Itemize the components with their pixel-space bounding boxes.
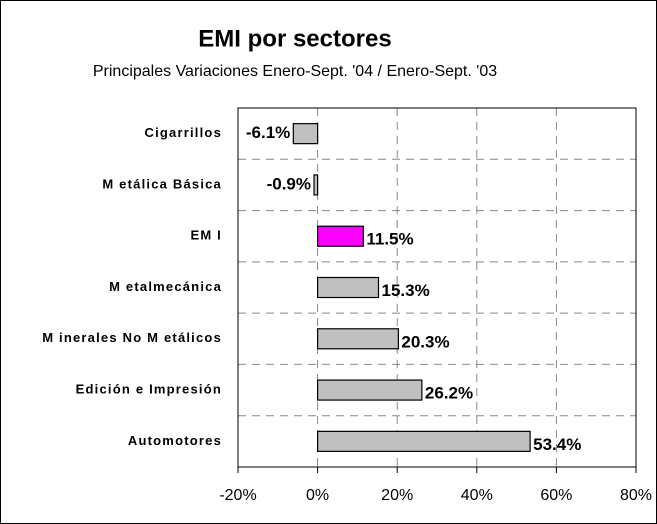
plot-area xyxy=(238,108,636,467)
x-tick-label: 20% xyxy=(381,487,413,504)
x-tick-label: -20% xyxy=(219,487,256,504)
bar xyxy=(317,430,531,452)
value-label: -6.1% xyxy=(246,123,290,142)
y-tick-label: Automotores xyxy=(128,433,222,448)
y-tick-label: M etálica Básica xyxy=(102,176,222,191)
y-tick-label: M etalmecánica xyxy=(109,279,222,294)
value-label: -0.9% xyxy=(267,174,311,193)
y-tick-label: M inerales No M etálicos xyxy=(42,330,222,345)
bar xyxy=(317,225,364,247)
value-label: 26.2% xyxy=(425,384,473,403)
value-label: 20.3% xyxy=(401,332,449,351)
plot-border xyxy=(237,107,637,468)
bar xyxy=(317,379,423,401)
bar xyxy=(292,123,319,145)
y-tick-label: Edición e Impresión xyxy=(76,382,222,397)
bar xyxy=(317,276,380,299)
value-label: 11.5% xyxy=(366,230,413,249)
x-tick-label: 0% xyxy=(306,487,329,504)
y-tick-label: EM I xyxy=(190,228,222,243)
chart-subtitle: Principales Variaciones Enero-Sept. '04 … xyxy=(93,63,497,80)
bar xyxy=(313,174,319,196)
y-tick-label: Cigarrillos xyxy=(145,125,223,140)
x-tick-label: 60% xyxy=(540,487,572,504)
x-tick-label: 80% xyxy=(620,487,652,504)
x-tick-label: 40% xyxy=(461,487,493,504)
value-label: 15.3% xyxy=(381,281,429,300)
value-label: 53.4% xyxy=(533,435,581,454)
bar xyxy=(317,328,399,350)
chart-title: EMI por sectores xyxy=(198,25,391,52)
